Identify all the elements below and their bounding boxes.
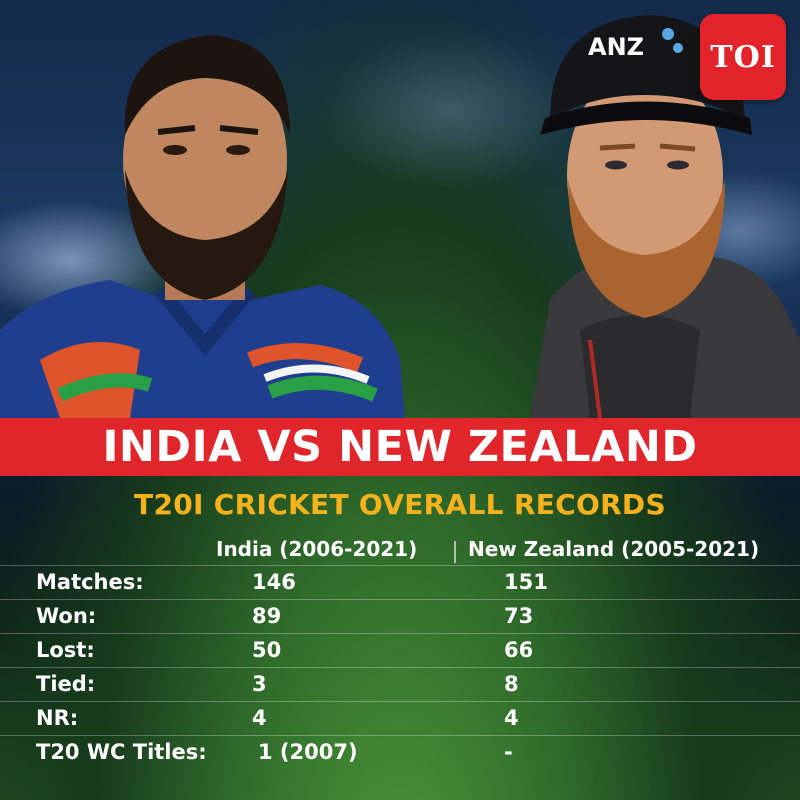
toi-logo-text: TOI [710, 39, 776, 75]
toi-logo: TOI [700, 14, 786, 100]
banner-title: INDIA VS NEW ZEALAND [102, 422, 698, 472]
india-value: 3 [252, 672, 267, 696]
nz-value: 8 [504, 672, 519, 696]
india-value: 1 (2007) [258, 740, 358, 764]
table-row: Matches: 146 151 [0, 565, 800, 599]
table-header-row: India (2006-2021) New Zealand (2005-2021… [0, 533, 800, 565]
records-table: India (2006-2021) New Zealand (2005-2021… [0, 533, 800, 769]
row-label: Matches: [36, 570, 144, 594]
cap-logo-text: ANZ [588, 33, 644, 61]
row-label: Lost: [36, 638, 95, 662]
row-label: Won: [36, 604, 97, 628]
table-row: T20 WC Titles: 1 (2007) - [0, 735, 800, 769]
table-row: Won: 89 73 [0, 599, 800, 633]
records-subtitle: T20I CRICKET OVERALL RECORDS [134, 488, 666, 521]
nz-value: 73 [504, 604, 534, 628]
india-column-header: India (2006-2021) [216, 537, 418, 561]
column-divider [454, 541, 456, 563]
row-label: T20 WC Titles: [36, 740, 207, 764]
nz-value: 66 [504, 638, 534, 662]
india-value: 50 [252, 638, 282, 662]
cap-logo-dot-icon [673, 43, 683, 53]
nz-value: 4 [504, 706, 519, 730]
india-value: 4 [252, 706, 267, 730]
nz-value: 151 [504, 570, 548, 594]
india-value: 89 [252, 604, 282, 628]
cap-logo-dot-icon [662, 28, 674, 40]
row-label: Tied: [36, 672, 96, 696]
nz-value: - [504, 740, 513, 764]
table-row: NR: 4 4 [0, 701, 800, 735]
nz-column-header: New Zealand (2005-2021) [468, 537, 760, 561]
table-row: Tied: 3 8 [0, 667, 800, 701]
india-player-portrait [0, 35, 405, 418]
row-label: NR: [36, 706, 79, 730]
india-value: 146 [252, 570, 296, 594]
title-banner: INDIA VS NEW ZEALAND [0, 418, 800, 476]
nz-player-portrait: ANZ [530, 15, 800, 418]
table-row: Lost: 50 66 [0, 633, 800, 667]
